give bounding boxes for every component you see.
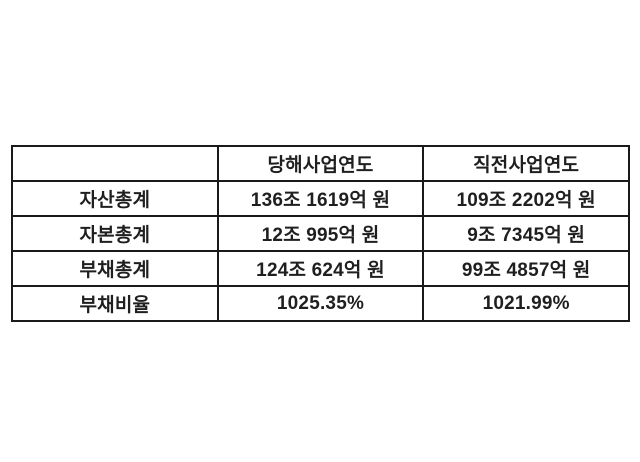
cell-current-value: 124조 624억 원 bbox=[216, 250, 425, 287]
row-label: 부채비율 bbox=[11, 285, 219, 322]
header-cell-current-year: 당해사업연도 bbox=[216, 145, 425, 182]
cell-previous-value: 109조 2202억 원 bbox=[422, 180, 630, 217]
header-cell-previous-year: 직전사업연도 bbox=[422, 145, 630, 182]
table-header-row: 당해사업연도 직전사업연도 bbox=[11, 145, 630, 182]
table-row-debt-ratio: 부채비율 1025.35% 1021.99% bbox=[11, 285, 630, 322]
table-row-total-equity: 자본총계 12조 995억 원 9조 7345억 원 bbox=[11, 215, 630, 252]
row-label: 자본총계 bbox=[11, 215, 219, 252]
cell-current-value: 12조 995억 원 bbox=[216, 215, 425, 252]
row-label: 부채총계 bbox=[11, 250, 219, 287]
cell-current-value: 1025.35% bbox=[216, 285, 425, 322]
cell-previous-value: 9조 7345억 원 bbox=[422, 215, 630, 252]
cell-current-value: 136조 1619억 원 bbox=[216, 180, 425, 217]
header-cell-blank bbox=[11, 145, 219, 182]
financial-summary-table: 당해사업연도 직전사업연도 자산총계 136조 1619억 원 109조 220… bbox=[11, 145, 630, 322]
cell-previous-value: 99조 4857억 원 bbox=[422, 250, 630, 287]
row-label: 자산총계 bbox=[11, 180, 219, 217]
table-row-total-assets: 자산총계 136조 1619억 원 109조 2202억 원 bbox=[11, 180, 630, 217]
cell-previous-value: 1021.99% bbox=[422, 285, 630, 322]
table-row-total-liabilities: 부채총계 124조 624억 원 99조 4857억 원 bbox=[11, 250, 630, 287]
